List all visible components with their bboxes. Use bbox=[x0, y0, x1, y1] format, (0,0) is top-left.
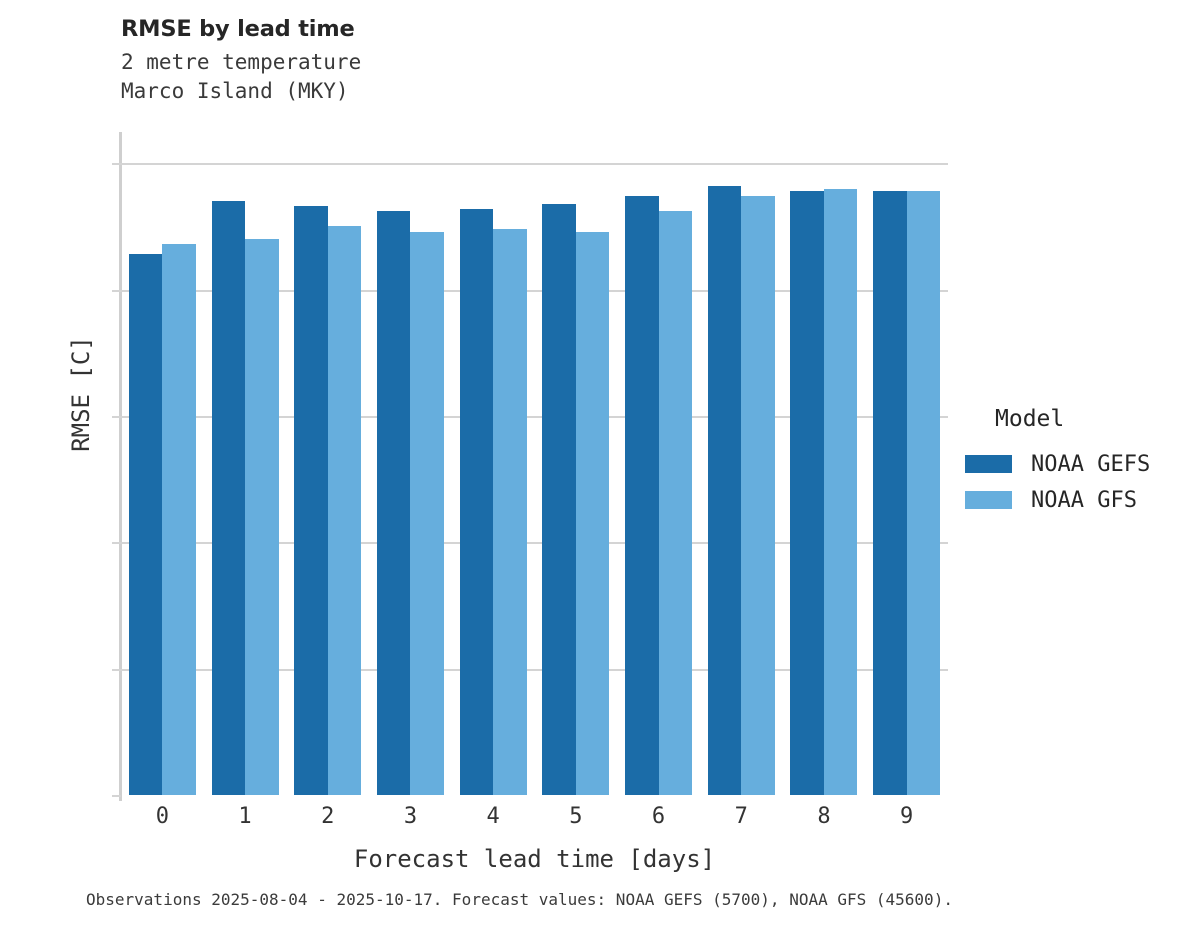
y-axis-spine bbox=[119, 132, 122, 801]
x-tick-label: 6 bbox=[651, 804, 666, 829]
bar-noaa-gefs-day-1 bbox=[211, 201, 246, 795]
y-axis-title: RMSE [C] bbox=[67, 336, 95, 452]
y-tick-mark bbox=[112, 289, 121, 292]
y-tick-mark bbox=[112, 415, 121, 418]
bar-noaa-gfs-day-0 bbox=[162, 244, 196, 795]
plot-area bbox=[112, 138, 948, 797]
bar-noaa-gefs-day-7 bbox=[707, 186, 742, 795]
bar-noaa-gefs-day-5 bbox=[542, 203, 576, 795]
legend-title: Model bbox=[995, 406, 1065, 432]
legend-swatch bbox=[965, 491, 1012, 509]
x-tick-label: 8 bbox=[817, 804, 831, 829]
title-block: RMSE by lead time 2 metre temperature Ma… bbox=[121, 16, 941, 105]
bar-noaa-gfs-day-1 bbox=[245, 239, 279, 795]
x-tick-label: 0 bbox=[155, 804, 169, 829]
x-tick-label: 2 bbox=[321, 804, 335, 829]
bar-noaa-gefs-day-0 bbox=[128, 254, 163, 795]
bar-noaa-gefs-day-6 bbox=[625, 196, 659, 795]
bar-noaa-gfs-day-5 bbox=[575, 231, 610, 795]
bar-noaa-gefs-day-9 bbox=[873, 191, 907, 795]
bar-noaa-gfs-day-2 bbox=[327, 226, 362, 795]
y-tick-mark bbox=[112, 668, 121, 671]
x-tick-label: 4 bbox=[486, 804, 500, 829]
chart-subtitle-location: Marco Island (MKY) bbox=[121, 78, 349, 103]
bar-noaa-gfs-day-8 bbox=[823, 188, 858, 795]
legend-items: NOAA GEFS NOAA GFS bbox=[965, 446, 1150, 518]
bar-noaa-gfs-day-4 bbox=[493, 228, 527, 795]
x-tick-label: 1 bbox=[238, 804, 252, 829]
bar-noaa-gfs-day-9 bbox=[906, 191, 941, 795]
gridline bbox=[121, 415, 948, 418]
x-tick-label: 3 bbox=[403, 804, 418, 829]
bar-noaa-gfs-day-6 bbox=[658, 211, 693, 795]
gridline bbox=[121, 542, 948, 545]
bar-noaa-gefs-day-4 bbox=[459, 208, 494, 795]
gridline bbox=[121, 668, 948, 671]
legend-label: NOAA GEFS bbox=[1031, 451, 1151, 477]
legend-item[interactable]: NOAA GFS bbox=[965, 482, 1150, 518]
x-tick-label: 9 bbox=[900, 804, 914, 829]
gridline bbox=[121, 163, 948, 166]
x-tick-label: 7 bbox=[734, 804, 748, 829]
footer-note: Observations 2025-08-04 - 2025-10-17. Fo… bbox=[86, 890, 953, 909]
legend-label: NOAA GFS bbox=[1031, 487, 1137, 513]
chart-subtitle-variable: 2 metre temperature bbox=[121, 49, 362, 74]
legend-item[interactable]: NOAA GEFS bbox=[965, 446, 1150, 482]
y-tick-mark bbox=[112, 163, 121, 166]
bar-noaa-gefs-day-3 bbox=[376, 211, 411, 795]
chart-title: RMSE by lead time bbox=[121, 16, 355, 42]
legend-swatch bbox=[965, 455, 1012, 473]
y-tick-mark bbox=[112, 542, 121, 545]
legend: Model NOAA GEFS NOAA GFS bbox=[965, 406, 1150, 518]
gridline bbox=[121, 289, 948, 292]
x-tick-label: 5 bbox=[569, 804, 583, 829]
bar-noaa-gefs-day-8 bbox=[790, 191, 824, 795]
bar-noaa-gfs-day-7 bbox=[741, 196, 775, 795]
bar-noaa-gefs-day-2 bbox=[294, 206, 328, 795]
x-axis-title: Forecast lead time [days] bbox=[353, 845, 716, 873]
bar-noaa-gfs-day-3 bbox=[410, 231, 444, 795]
y-tick-mark bbox=[112, 795, 121, 797]
